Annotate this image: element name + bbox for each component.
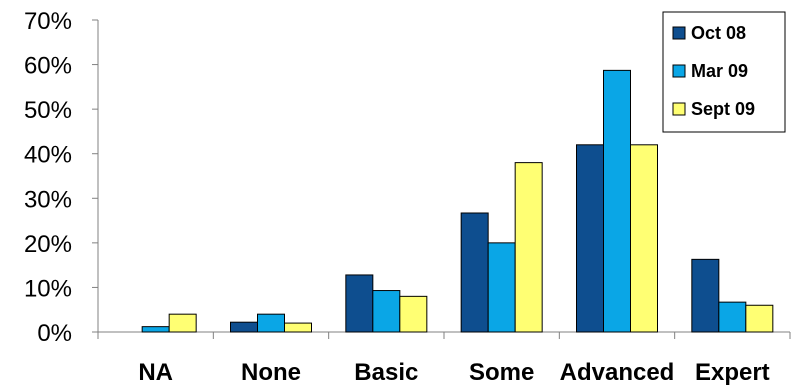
y-tick-label: 20% <box>24 231 72 258</box>
bar-sept-09-basic <box>399 295 428 333</box>
y-axis: 0% 10% 20% 30% 40% 50% 60% 70% <box>24 8 99 347</box>
bar-sept-09-advanced <box>630 144 658 333</box>
bar-mar-09-basic <box>372 290 401 333</box>
x-tick-label: Expert <box>695 359 770 386</box>
legend: Oct 08 Mar 09 Sept 09 <box>662 11 786 133</box>
bar-mar-09-na <box>141 326 170 333</box>
y-tick-label: 70% <box>24 8 72 35</box>
bar-oct-08-advanced <box>576 144 604 333</box>
x-tick-label: None <box>241 359 301 386</box>
legend-label: Sept 09 <box>691 99 755 119</box>
x-axis: NA None Basic Some Advanced Expert <box>97 331 791 386</box>
bar-sept-09-some <box>514 162 543 333</box>
y-tick-label: 10% <box>24 275 72 302</box>
y-tick-label: 50% <box>24 97 72 124</box>
y-tick-label: 60% <box>24 53 72 80</box>
bar-oct-08-basic <box>345 274 374 333</box>
y-tick-label: 40% <box>24 142 72 169</box>
bar-sept-09-na <box>168 313 197 333</box>
x-tick-label: Advanced <box>560 359 675 386</box>
bar-mar-09-none <box>257 313 285 333</box>
x-tick-label: NA <box>138 359 173 386</box>
x-tick-label: Basic <box>354 359 418 386</box>
bar-oct-08-some <box>460 212 489 333</box>
x-tick-label: Some <box>469 359 534 386</box>
bar-mar-09-expert <box>718 301 747 333</box>
bar-mar-09-advanced <box>603 69 631 333</box>
bar-mar-09-some <box>487 242 516 333</box>
bar-oct-08-none <box>230 321 258 333</box>
legend-swatch <box>672 64 686 78</box>
legend-label: Mar 09 <box>691 61 748 81</box>
legend-swatch <box>672 102 686 116</box>
bar-sept-09-expert <box>745 304 774 333</box>
bar-sept-09-none <box>284 322 312 333</box>
y-tick-label: 0% <box>37 320 72 347</box>
legend-swatch <box>672 26 686 40</box>
y-tick-label: 30% <box>24 186 72 213</box>
bars <box>141 69 774 333</box>
legend-label: Oct 08 <box>691 23 746 43</box>
bar-oct-08-expert <box>691 258 720 333</box>
